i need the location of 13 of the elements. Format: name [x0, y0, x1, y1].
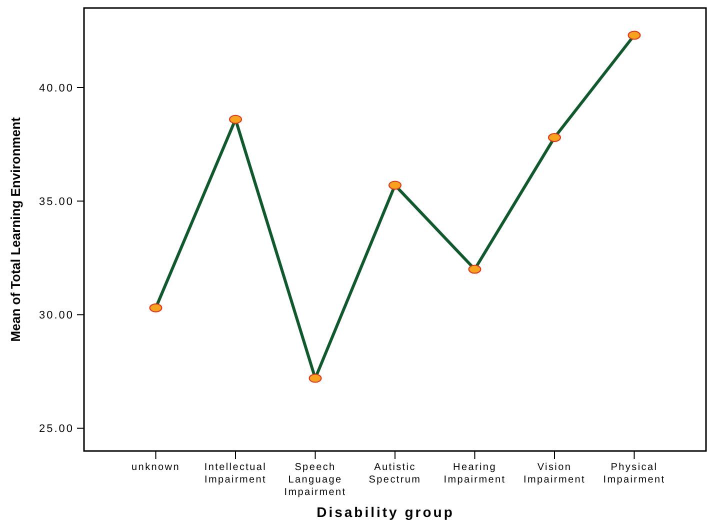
x-tick-label: unknown: [132, 462, 180, 473]
x-tick-label: Intellectual Impairment: [204, 462, 267, 486]
x-tick-label: Physical Impairment: [603, 462, 666, 486]
x-tick-label: Speech Language Impairment: [284, 462, 346, 498]
x-tick-label: Vision Impairment: [523, 462, 586, 486]
y-tick-label: 30.00: [38, 310, 74, 322]
x-tick-label: Hearing Impairment: [444, 462, 506, 486]
x-tick-label: Autistic Spectrum: [368, 462, 422, 486]
y-tick-label: 25.00: [38, 423, 74, 436]
y-axis-title: Mean of Total Learning Environment: [8, 116, 23, 342]
y-tick-label: 35.00: [38, 196, 74, 208]
y-tick-label: 40.00: [38, 82, 74, 94]
x-axis-title: Disability group: [316, 504, 454, 520]
